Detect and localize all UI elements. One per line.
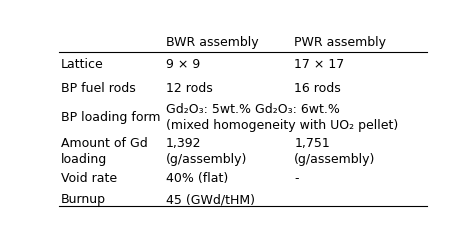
Text: 17 × 17: 17 × 17 bbox=[294, 58, 345, 71]
Text: Lattice: Lattice bbox=[61, 58, 104, 71]
Text: 12 rods: 12 rods bbox=[166, 82, 212, 95]
Text: Burnup: Burnup bbox=[61, 193, 106, 206]
Text: 40% (flat): 40% (flat) bbox=[166, 172, 228, 185]
Text: Amount of Gd
loading: Amount of Gd loading bbox=[61, 137, 148, 166]
Text: 1,751
(g/assembly): 1,751 (g/assembly) bbox=[294, 137, 376, 166]
Text: Gd₂O₃: 5wt.% Gd₂O₃: 6wt.%
(mixed homogeneity with UO₂ pellet): Gd₂O₃: 5wt.% Gd₂O₃: 6wt.% (mixed homogen… bbox=[166, 103, 398, 132]
Text: Void rate: Void rate bbox=[61, 172, 117, 185]
Text: BWR assembly: BWR assembly bbox=[166, 36, 258, 49]
Text: 1,392
(g/assembly): 1,392 (g/assembly) bbox=[166, 137, 247, 166]
Text: 16 rods: 16 rods bbox=[294, 82, 341, 95]
Text: 45 (GWd/tHM): 45 (GWd/tHM) bbox=[166, 193, 255, 206]
Text: BP fuel rods: BP fuel rods bbox=[61, 82, 136, 95]
Text: PWR assembly: PWR assembly bbox=[294, 36, 386, 49]
Text: -: - bbox=[294, 172, 299, 185]
Text: 9 × 9: 9 × 9 bbox=[166, 58, 200, 71]
Text: BP loading form: BP loading form bbox=[61, 111, 161, 124]
